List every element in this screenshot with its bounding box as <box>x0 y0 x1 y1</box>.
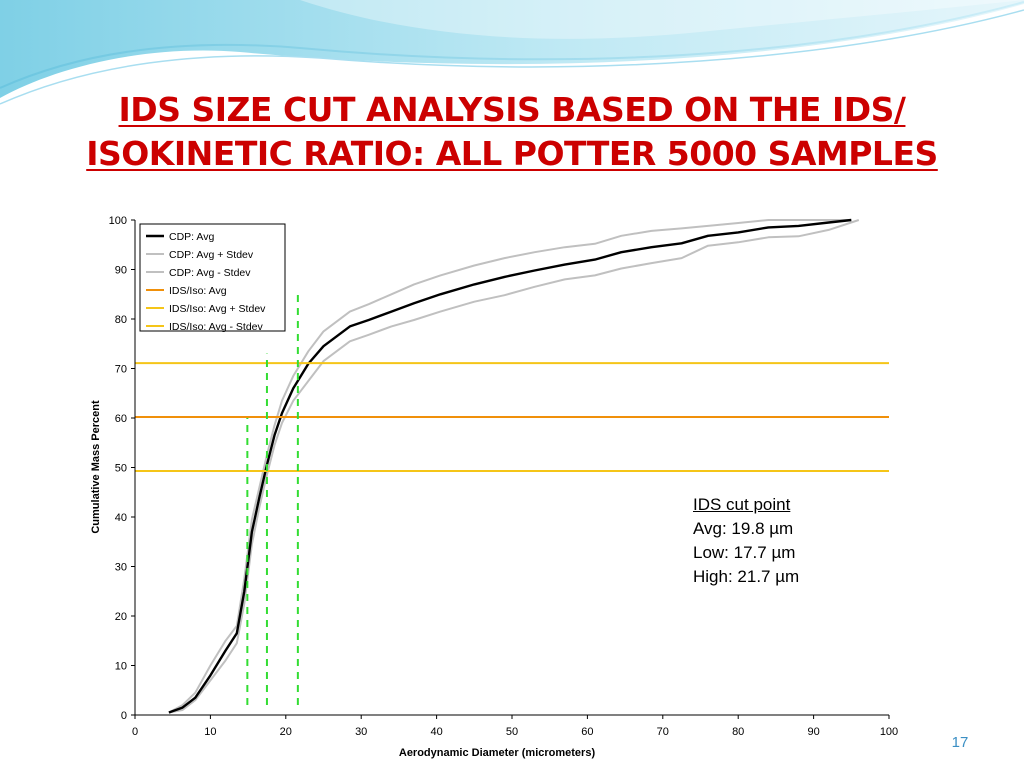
y-tick-label: 30 <box>115 562 127 574</box>
callout-heading: IDS cut point <box>693 495 791 514</box>
chart-legend: CDP: Avg CDP: Avg + Stdev CDP: Avg - Stdev… <box>139 223 286 333</box>
y-tick-label: 10 <box>115 661 127 673</box>
y-tick-label: 20 <box>115 611 127 623</box>
y-tick-label: 40 <box>115 512 127 524</box>
x-tick-label: 10 <box>204 726 216 738</box>
ids-cut-point-callout: IDS cut point Avg: 19.8 µm Low: 17.7 µm … <box>685 487 867 591</box>
y-tick-label: 50 <box>115 463 127 475</box>
x-tick-label: 30 <box>355 726 367 738</box>
callout-low: Low: 17.7 µm <box>693 543 796 562</box>
x-tick-label: 40 <box>430 726 442 738</box>
y-tick-label: 0 <box>121 710 127 722</box>
x-tick-label: 80 <box>732 726 744 738</box>
header-swoosh <box>0 0 1024 105</box>
x-tick-label: 100 <box>880 726 898 738</box>
callout-high: High: 21.7 µm <box>693 567 800 586</box>
x-tick-label: 0 <box>132 726 138 738</box>
legend-label-1: CDP: Avg + Stdev <box>169 249 254 261</box>
legend-label-3: IDS/Iso: Avg <box>169 285 227 297</box>
page-number: 17 <box>951 734 969 751</box>
series-line-0 <box>168 218 852 714</box>
title-line-2: ISOKINETIC RATIO: ALL POTTER 5000 SAMPLE… <box>86 134 938 173</box>
y-tick-label: 90 <box>115 265 127 277</box>
y-axis-label: Cumulative Mass Percent <box>90 400 102 534</box>
x-tick-label: 90 <box>807 726 819 738</box>
title-line-1: IDS SIZE CUT ANALYSIS BASED ON THE IDS/ <box>118 90 906 129</box>
x-axis-label: Aerodynamic Diameter (micrometers) <box>399 747 596 759</box>
series-line-2 <box>168 219 860 714</box>
chart-lines-layer <box>135 218 889 714</box>
callout-avg: Avg: 19.8 µm <box>693 519 794 538</box>
series-line-1 <box>168 219 852 714</box>
legend-label-5: IDS/Iso: Avg - Stdev <box>169 321 264 333</box>
x-tick-label: 20 <box>280 726 292 738</box>
y-tick-label: 60 <box>115 413 127 425</box>
legend-label-2: CDP: Avg - Stdev <box>169 267 251 279</box>
x-tick-label: 70 <box>657 726 669 738</box>
y-tick-label: 80 <box>115 314 127 326</box>
chart-axes-layer: 0 10 20 30 40 50 60 70 80 90 100 0 10 20 30 40 50 60 70 80 9… <box>109 215 899 738</box>
x-tick-label: 60 <box>581 726 593 738</box>
legend-box <box>139 223 286 332</box>
y-tick-label: 70 <box>115 364 127 376</box>
y-tick-label: 100 <box>109 215 127 227</box>
legend-label-4: IDS/Iso: Avg + Stdev <box>169 303 266 315</box>
legend-label-0: CDP: Avg <box>169 231 214 243</box>
slide-title: IDS SIZE CUT ANALYSIS BASED ON THE IDS/ … <box>20 88 1004 176</box>
x-tick-label: 50 <box>506 726 518 738</box>
